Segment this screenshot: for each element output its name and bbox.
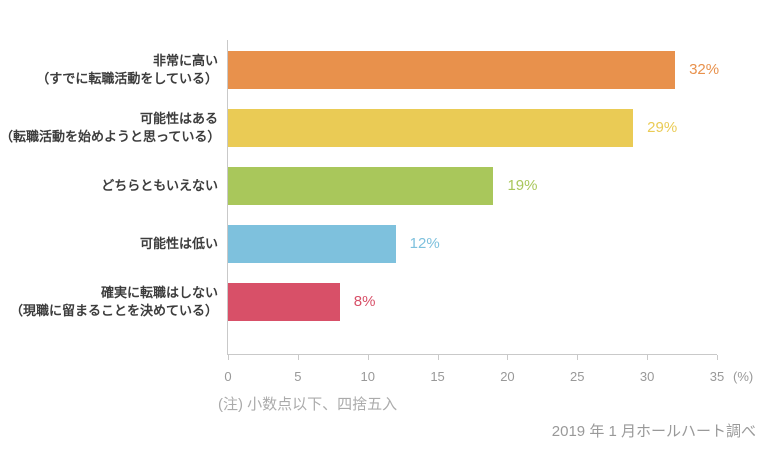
- x-tick: [437, 355, 439, 360]
- bar: [228, 109, 634, 147]
- category-label: 可能性は低い: [139, 236, 218, 251]
- x-tick-label: 35: [709, 369, 725, 384]
- axis-unit-label: (%): [733, 369, 754, 384]
- category-label: どちらともいえない: [101, 178, 218, 193]
- x-tick: [577, 355, 579, 360]
- bar: [228, 283, 340, 321]
- category-label: 非常に高い （すでに転職活動をしている）: [36, 53, 218, 86]
- x-tick-label: 15: [430, 369, 445, 384]
- value-label: 12%: [409, 235, 440, 252]
- value-label: 29%: [647, 119, 678, 136]
- x-tick: [717, 355, 718, 360]
- x-tick: [507, 355, 509, 360]
- x-tick: [228, 355, 229, 360]
- x-tick-label: 25: [570, 369, 585, 384]
- value-label: 19%: [507, 177, 538, 194]
- bar: [228, 225, 396, 263]
- x-tick: [297, 355, 299, 360]
- x-tick: [367, 355, 369, 360]
- value-label: 32%: [689, 61, 720, 78]
- x-tick-label: 5: [294, 369, 302, 384]
- x-tick-label: 20: [500, 369, 515, 384]
- x-tick-label: 10: [360, 369, 375, 384]
- bar: [228, 51, 676, 89]
- category-label: 確実に転職はしない （現職に留まることを決めている）: [9, 285, 218, 318]
- footnote: (注) 小数点以下、四捨五入: [218, 396, 398, 413]
- x-tick-label: 30: [639, 369, 655, 384]
- category-label: 可能性はある （転職活動を始めようと思っている）: [0, 111, 221, 144]
- x-tick: [647, 355, 649, 360]
- source-note: 2019 年 1 月ホールハート調べ: [551, 423, 756, 440]
- x-tick-label: 0: [224, 369, 232, 384]
- value-label: 8%: [353, 293, 376, 310]
- bar: [228, 167, 494, 205]
- plot-area: 32% 29% 19% 12% 8% 0 5 10 15 20 25 30 35 (%): [224, 40, 753, 384]
